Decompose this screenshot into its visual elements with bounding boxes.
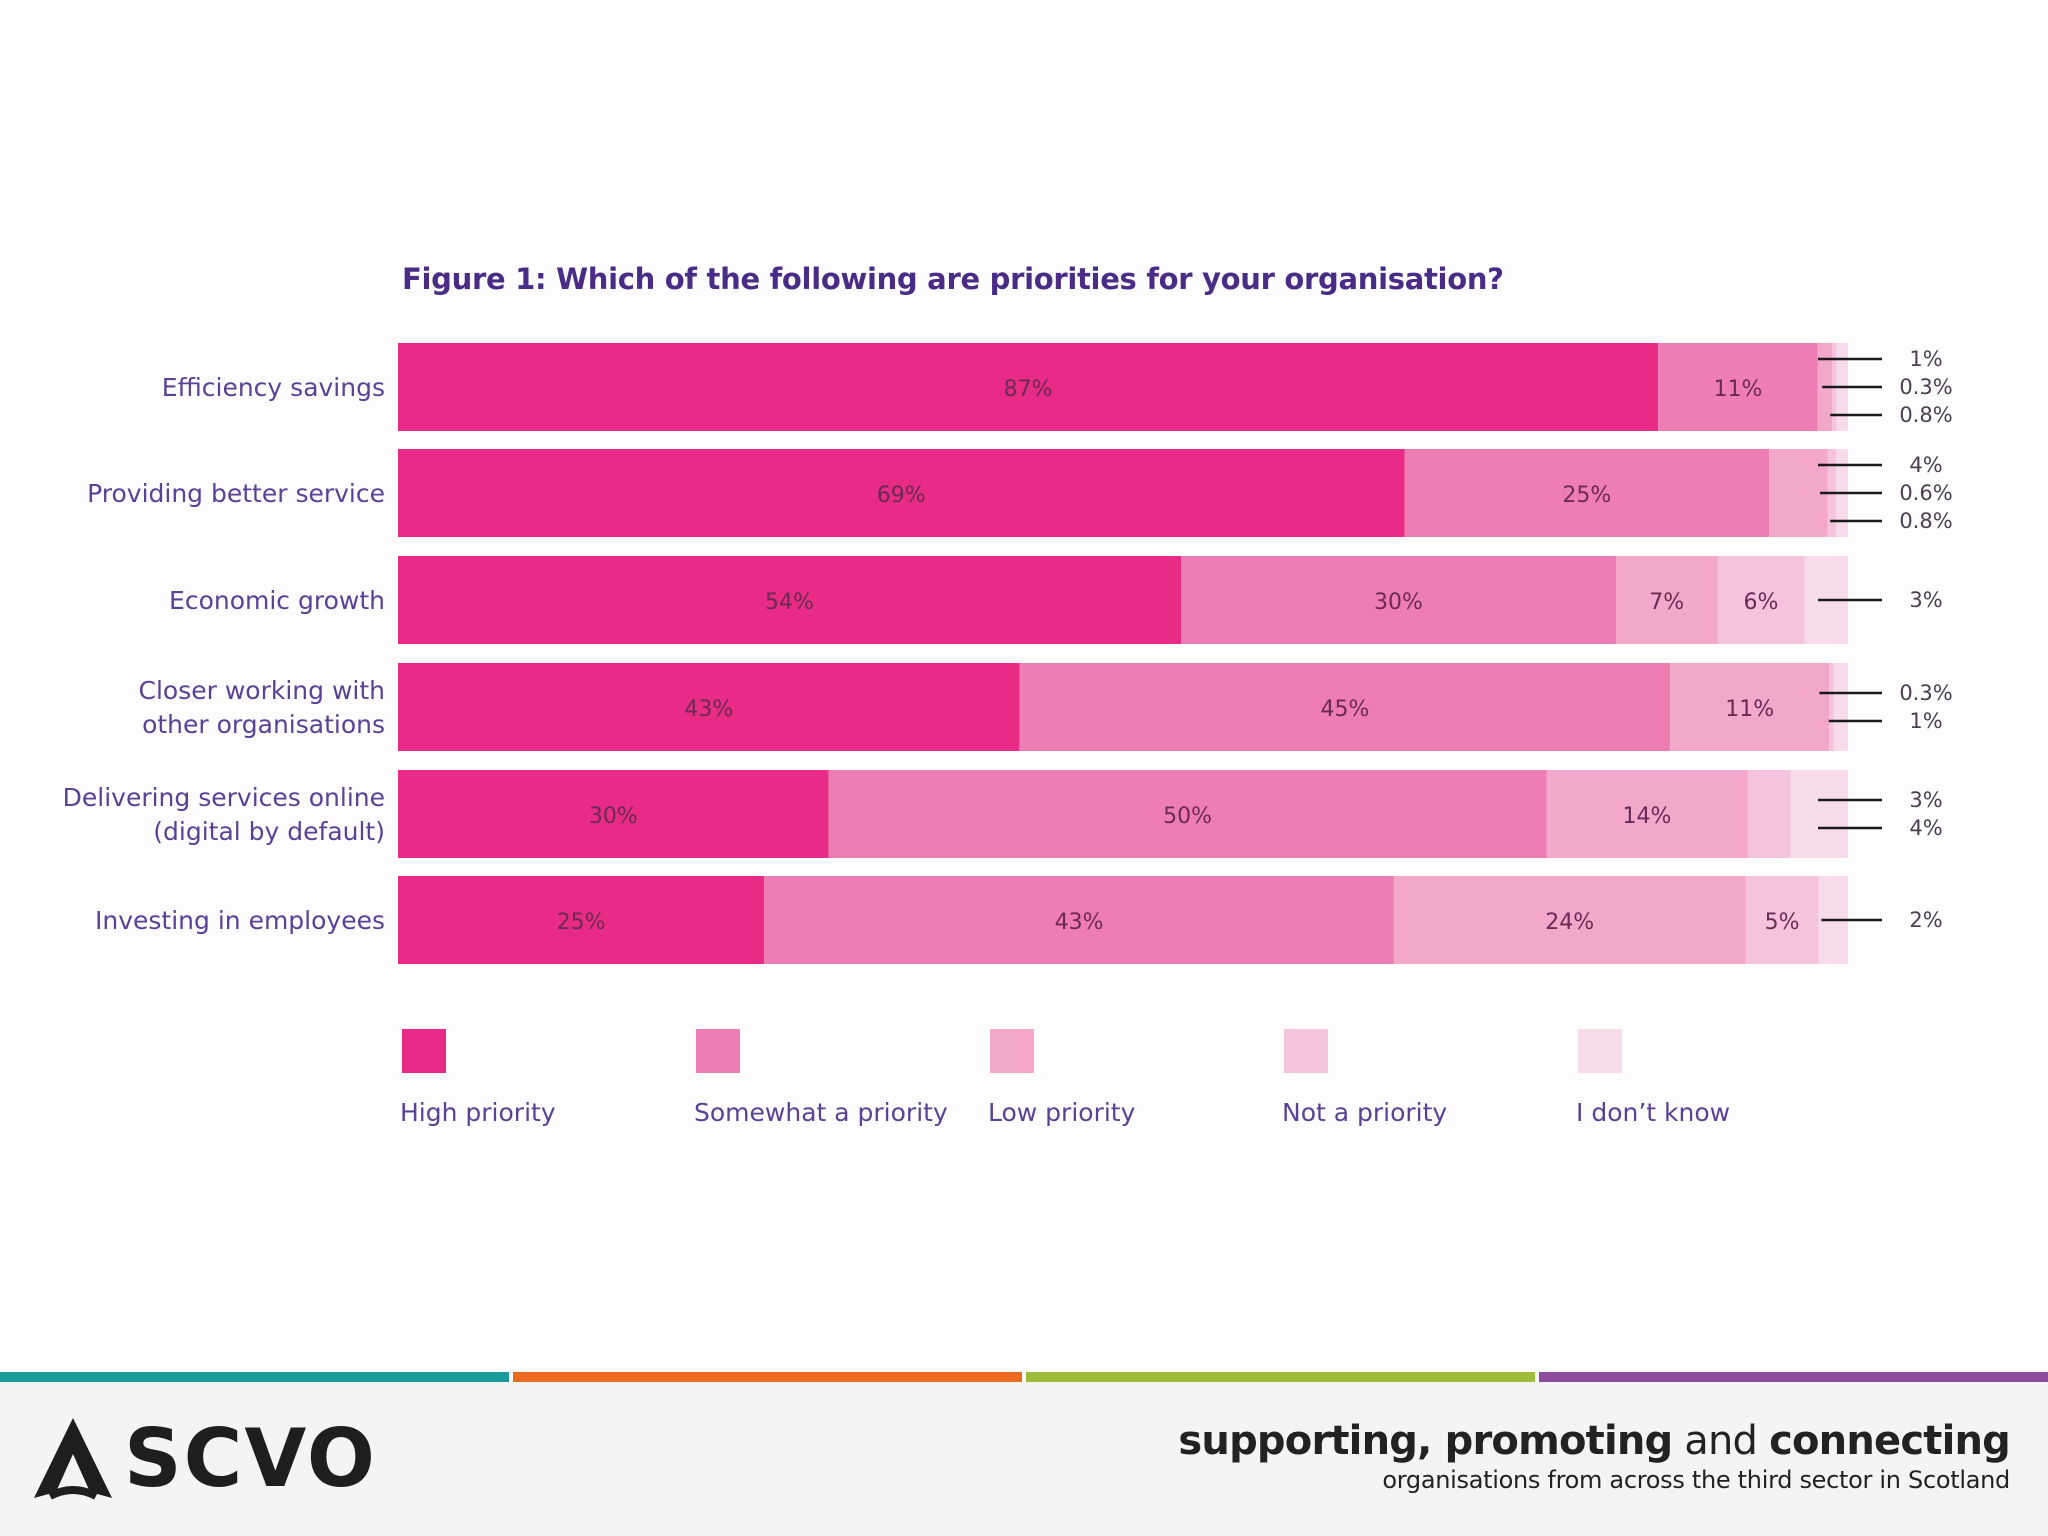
data-label: 30% xyxy=(1374,590,1423,615)
chart-title: Figure 1: Which of the following are pri… xyxy=(402,262,1504,296)
scvo-logo-text: SCVO xyxy=(124,1412,377,1505)
bar-segment-somewhat-a-priority xyxy=(1404,449,1770,537)
bar-segment-high-priority xyxy=(398,663,1020,751)
bar-segment-low-priority xyxy=(1546,770,1748,858)
category-label-line: Providing better service xyxy=(87,479,385,508)
callout-label: 1% xyxy=(1909,709,1942,733)
callout-label: 0.3% xyxy=(1899,681,1952,705)
bar-segment-i-don-t-know xyxy=(1790,770,1848,858)
category-label-line: Delivering services online xyxy=(63,783,385,812)
category-label-line: other organisations xyxy=(142,710,385,739)
callout-label: 0.3% xyxy=(1899,375,1952,399)
data-label: 14% xyxy=(1623,804,1672,829)
data-label: 69% xyxy=(877,483,926,508)
bar-segment-low-priority xyxy=(1616,556,1718,644)
data-label: 11% xyxy=(1725,697,1774,722)
stripe-purple xyxy=(1539,1372,2048,1382)
bar-segment-high-priority xyxy=(398,876,765,964)
callout-label: 4% xyxy=(1909,816,1942,840)
data-label: 11% xyxy=(1713,377,1762,402)
legend-label-high-priority: High priority xyxy=(400,1098,556,1127)
legend-swatch-high-priority xyxy=(402,1029,446,1073)
data-label: 54% xyxy=(765,590,814,615)
callout-label: 0.6% xyxy=(1899,481,1952,505)
category-label: Efficiency savings xyxy=(162,373,385,402)
footer-color-stripe xyxy=(0,1372,2048,1382)
data-label: 6% xyxy=(1744,590,1779,615)
scvo-logo-icon xyxy=(34,1417,112,1500)
bar-segment-high-priority xyxy=(398,770,829,858)
bar-segment-low-priority xyxy=(1393,876,1746,964)
stripe-green xyxy=(1026,1372,1535,1382)
bar-segment-not-a-priority xyxy=(1747,770,1791,858)
bar-segment-somewhat-a-priority xyxy=(1658,343,1818,431)
callout-label: 0.8% xyxy=(1899,403,1952,427)
data-label: 5% xyxy=(1765,910,1800,935)
category-label: Economic growth xyxy=(169,586,385,615)
category-label: Providing better service xyxy=(87,479,385,508)
data-label: 25% xyxy=(557,910,606,935)
tagline-bold-1: supporting, promoting xyxy=(1178,1418,1673,1464)
category-label-line: Economic growth xyxy=(169,586,385,615)
data-label: 43% xyxy=(1055,910,1104,935)
scvo-logo[interactable]: SCVO xyxy=(30,1412,377,1505)
data-label: 25% xyxy=(1562,483,1611,508)
bar-segment-not-a-priority xyxy=(1745,876,1819,964)
callout-label: 3% xyxy=(1909,588,1942,612)
footer: SCVO supporting, promoting and connectin… xyxy=(0,1382,2048,1536)
data-label: 50% xyxy=(1163,804,1212,829)
category-label: Closer working with other organisations xyxy=(139,676,385,739)
legend-swatch-i-don-t-know xyxy=(1578,1029,1622,1073)
bar-segment-high-priority xyxy=(398,343,1659,431)
legend-label-i-don-t-know: I don’t know xyxy=(1576,1098,1730,1127)
category-label-line: Efficiency savings xyxy=(162,373,385,402)
bar-segment-somewhat-a-priority xyxy=(828,770,1547,858)
data-label: 30% xyxy=(589,804,638,829)
legend-label-somewhat-a-priority: Somewhat a priority xyxy=(694,1098,948,1127)
callout-label: 1% xyxy=(1909,347,1942,371)
tagline-bold-2: connecting xyxy=(1769,1418,2011,1464)
bar-segment-low-priority xyxy=(1670,663,1830,751)
bar-segment-somewhat-a-priority xyxy=(764,876,1394,964)
tagline-and: and xyxy=(1672,1418,1770,1464)
bar-segment-high-priority xyxy=(398,556,1181,644)
callout-label: 4% xyxy=(1909,453,1942,477)
bar-segment-not-a-priority xyxy=(1717,556,1805,644)
legend-label-low-priority: Low priority xyxy=(988,1098,1136,1127)
callout-label: 3% xyxy=(1909,788,1942,812)
callout-label: 0.8% xyxy=(1899,509,1952,533)
stripe-orange xyxy=(513,1372,1022,1382)
category-label-line: Closer working with xyxy=(139,676,385,705)
tagline: supporting, promoting and connecting org… xyxy=(1178,1418,2010,1494)
legend-swatch-somewhat-a-priority xyxy=(696,1029,740,1073)
data-label: 24% xyxy=(1545,910,1594,935)
stripe-teal xyxy=(0,1372,509,1382)
legend-swatch-not-a-priority xyxy=(1284,1029,1328,1073)
bar-segment-i-don-t-know xyxy=(1833,663,1848,751)
legend-swatch-low-priority xyxy=(990,1029,1034,1073)
tagline-sub: organisations from across the third sect… xyxy=(1382,1466,2010,1494)
category-label-line: Investing in employees xyxy=(95,906,385,935)
bar-segment-low-priority xyxy=(1769,449,1828,537)
data-label: 87% xyxy=(1004,377,1053,402)
data-label: 43% xyxy=(684,697,733,722)
bar-segment-somewhat-a-priority xyxy=(1181,556,1616,644)
callout-label: 2% xyxy=(1909,908,1942,932)
bar-segment-somewhat-a-priority xyxy=(1019,663,1671,751)
stacked-bar-chart: Efficiency savings 87% 11% 1% 0.3% 0.8% Provid… xyxy=(63,343,1953,1127)
category-label: Delivering services online (digital by de… xyxy=(63,783,385,846)
bar-segment-high-priority xyxy=(398,449,1405,537)
legend-label-not-a-priority: Not a priority xyxy=(1282,1098,1447,1127)
data-label: 45% xyxy=(1320,697,1369,722)
tagline-main: supporting, promoting and connecting xyxy=(1178,1418,2010,1464)
data-label: 7% xyxy=(1649,590,1684,615)
category-label: Investing in employees xyxy=(95,906,385,935)
category-label-line: (digital by default) xyxy=(153,817,385,846)
bar-segment-not-a-priority xyxy=(1829,663,1834,751)
